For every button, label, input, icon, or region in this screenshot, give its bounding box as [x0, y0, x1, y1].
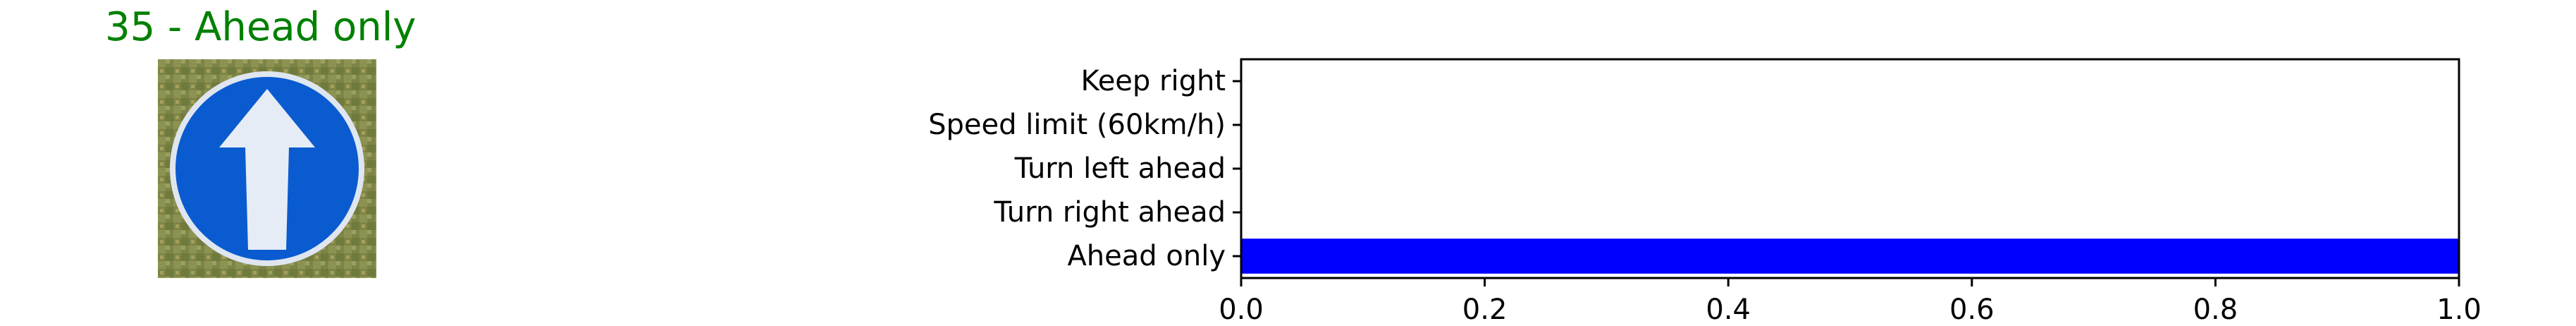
y-tick-label-2: Turn left ahead [1014, 152, 1226, 185]
x-axis: 0.0 0.2 0.4 0.6 0.8 1.0 [1219, 278, 2482, 326]
x-tick-label-4: 0.8 [2193, 294, 2238, 326]
y-axis: Keep right Speed limit (60km/h) Turn left … [928, 65, 1241, 272]
x-tick-label-1: 0.2 [1462, 294, 1508, 326]
ahead-only-sign-icon [158, 59, 376, 278]
y-tick-label-0: Keep right [1080, 65, 1226, 97]
x-tick-label-0: 0.0 [1219, 294, 1264, 326]
x-tick-label-3: 0.6 [1949, 294, 1995, 326]
y-tick-label-4: Ahead only [1067, 240, 1226, 272]
y-tick-label-3: Turn right ahead [993, 196, 1226, 229]
prediction-title: 35 - Ahead only [105, 4, 417, 50]
x-tick-label-5: 1.0 [2436, 294, 2482, 326]
bars-layer [1241, 239, 2459, 274]
bar-4 [1241, 239, 2459, 274]
y-tick-label-1: Speed limit (60km/h) [928, 109, 1226, 141]
x-tick-label-2: 0.4 [1706, 294, 1751, 326]
